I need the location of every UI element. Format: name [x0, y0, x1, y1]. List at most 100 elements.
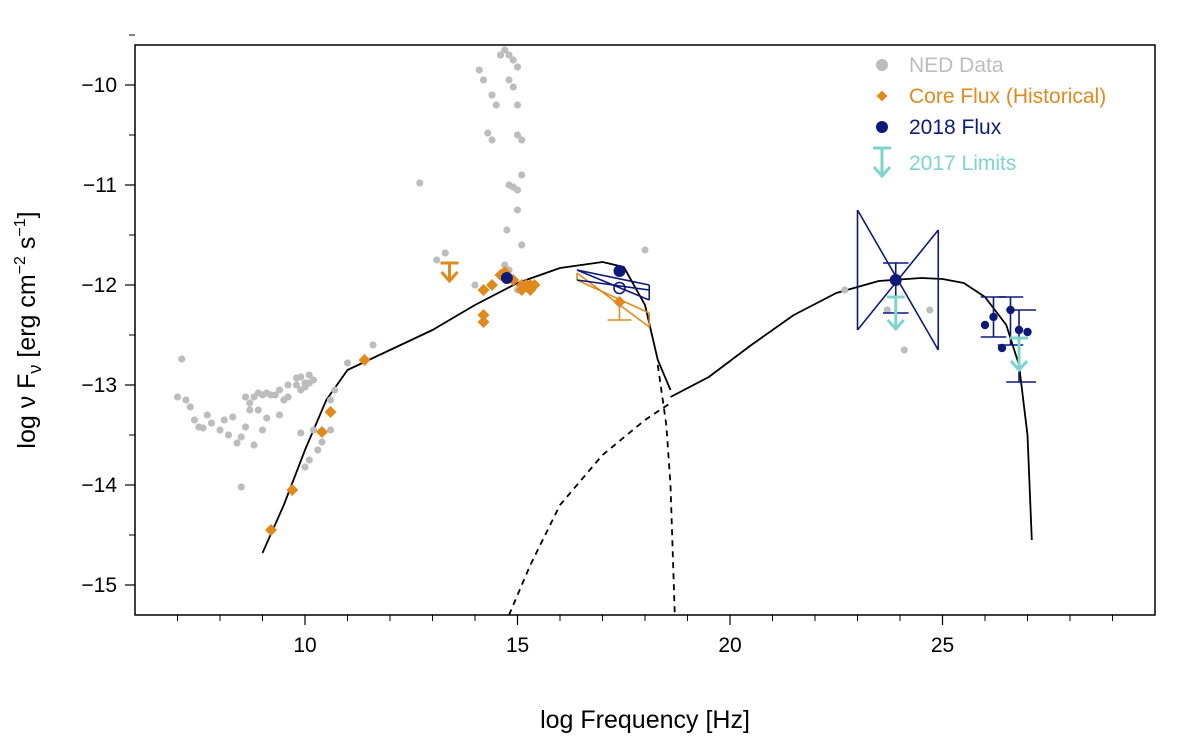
- y-axis-title: log ν Fν [erg cm−2 s−1]: [12, 211, 45, 448]
- y-axis: −10 −11 −12 −13 −14 −15: [81, 34, 135, 597]
- ned-point: [203, 411, 211, 419]
- ned-point: [641, 246, 649, 254]
- ned-point: [250, 441, 258, 449]
- ned-point: [509, 183, 517, 191]
- ned-point: [505, 51, 513, 59]
- ned-point: [503, 226, 511, 234]
- ned-point: [900, 346, 908, 354]
- ned-point: [301, 463, 309, 471]
- limit-2017-arrow: [886, 295, 905, 332]
- x-tick-label: 20: [718, 634, 741, 657]
- ned-point: [518, 241, 526, 249]
- legend-label: 2018 Flux: [909, 116, 1002, 139]
- ned-point: [501, 261, 509, 269]
- core-point: [477, 316, 490, 328]
- core-point: [477, 309, 490, 321]
- ned-point: [182, 396, 190, 404]
- ned-point: [518, 171, 526, 179]
- ned-point: [271, 391, 279, 399]
- core-point: [358, 354, 371, 366]
- ned-point: [488, 136, 496, 144]
- flux-2018-point: [1014, 325, 1024, 335]
- ned-point: [233, 439, 241, 447]
- ned-point: [220, 416, 228, 424]
- x-axis-title: log Frequency [Hz]: [540, 706, 750, 734]
- y-tick-label: −10: [81, 74, 117, 97]
- ned-point: [314, 446, 322, 454]
- ned-point: [513, 63, 522, 71]
- limit-2017-arrow: [1009, 336, 1029, 373]
- butterfly-1: [576, 269, 651, 301]
- y-title-main: log ν F: [13, 374, 41, 449]
- ned-point: [492, 101, 500, 109]
- ned-point: [297, 429, 305, 437]
- y-title-exp2: −1: [12, 218, 29, 236]
- model-curve-inverse-compton-lowE: [508, 402, 671, 616]
- ned-point: [224, 431, 233, 439]
- flux-2018-point: [613, 265, 626, 277]
- y-tick-label: −13: [81, 374, 117, 397]
- legend-item-limits2017: 2017 Limits: [872, 146, 1016, 179]
- ned-point: [513, 101, 522, 109]
- ned-point: [284, 393, 292, 401]
- model-curve-synchrotron: [261, 261, 672, 554]
- y-tick-label: −14: [81, 474, 117, 497]
- ned-point: [926, 306, 934, 314]
- ned-point: [505, 76, 513, 84]
- ned-point: [173, 393, 182, 401]
- ned-point: [284, 381, 292, 389]
- ned-point: [186, 403, 194, 411]
- legend-item-ned: NED Data: [876, 54, 1004, 77]
- ned-point: [216, 426, 224, 434]
- flux-2018-point: [500, 272, 513, 284]
- ned-point: [513, 206, 522, 214]
- y-tick-label: −12: [81, 274, 117, 297]
- ned-point: [178, 355, 186, 363]
- ned-point: [475, 66, 483, 74]
- y-title-unit: [erg cm: [13, 274, 41, 364]
- butterfly-edge: [576, 269, 650, 301]
- ned-point: [484, 129, 492, 137]
- ned-point: [479, 76, 488, 84]
- legend-marker: [876, 59, 888, 71]
- ned-point: [496, 51, 505, 59]
- ned-point: [241, 423, 250, 431]
- legend-marker: [876, 90, 888, 102]
- legend-label: Core Flux (Historical): [909, 85, 1106, 108]
- core-point: [286, 484, 299, 496]
- legend-label: NED Data: [909, 54, 1004, 77]
- ned-point: [305, 456, 313, 464]
- model-curves: [261, 261, 1033, 616]
- core-point: [524, 284, 537, 296]
- ned-point: [331, 386, 339, 394]
- ned-point: [190, 416, 199, 424]
- flux-2018-point: [997, 343, 1007, 353]
- ned-point: [237, 433, 245, 441]
- ned-point: [416, 179, 424, 187]
- model-curve-inverse-compton: [670, 277, 1033, 541]
- ned-point: [433, 256, 441, 264]
- svg-text:log ν Fν [erg cm−2 s−1]: log ν Fν [erg cm−2 s−1]: [12, 211, 45, 448]
- ned-point: [237, 483, 245, 491]
- x-tick-label: 15: [506, 634, 529, 657]
- core-point: [515, 284, 528, 296]
- ned-point: [441, 249, 449, 257]
- legend-item-core: Core Flux (Historical): [876, 85, 1106, 108]
- core-point: [486, 279, 498, 291]
- y-title-sub: ν: [25, 365, 45, 374]
- ned-point: [318, 438, 326, 446]
- y-title-exp1: −2: [12, 256, 29, 274]
- ned-point: [488, 91, 496, 99]
- flux-2018-point: [1006, 305, 1015, 315]
- y-title-mid: s: [13, 237, 41, 256]
- core-point: [324, 406, 337, 418]
- x-tick-label: 10: [293, 634, 316, 657]
- flux-2018-point: [989, 312, 998, 322]
- butterfly-edge: [576, 269, 650, 286]
- y-tick-label: −11: [83, 174, 117, 197]
- legend-item-flux2018: 2018 Flux: [876, 116, 1002, 139]
- ned-point: [305, 371, 313, 379]
- ned-point: [275, 386, 284, 394]
- ned-point: [501, 46, 509, 54]
